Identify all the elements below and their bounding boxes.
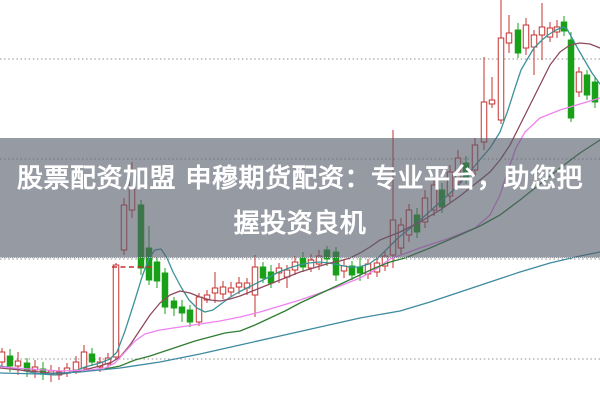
candle-body	[480, 101, 488, 143]
candle-body	[88, 353, 96, 363]
candle-body	[211, 287, 219, 294]
candle-body	[497, 37, 505, 121]
candle-body	[591, 81, 599, 103]
candle-body	[14, 360, 22, 367]
candle-body	[348, 265, 356, 276]
candle-body	[251, 266, 259, 296]
candle-body	[307, 259, 315, 269]
candle-body	[522, 24, 530, 49]
candle-body	[530, 34, 538, 48]
candle-body	[161, 272, 169, 308]
candle-body	[112, 264, 120, 358]
candle-body	[538, 26, 546, 36]
candle-body	[227, 287, 235, 293]
candle-body	[72, 361, 80, 371]
candle-body	[575, 71, 583, 93]
candle-body	[80, 351, 88, 369]
candle-body	[186, 309, 194, 323]
candle-body	[39, 368, 47, 374]
candle-body	[23, 362, 31, 372]
candle-body	[567, 39, 575, 119]
candle-body	[170, 300, 178, 309]
caption-line-2: 握投资良机	[233, 208, 367, 239]
caption-line-1: 股票配资加盟 申穆期货配资：专业平台，助您把	[16, 163, 584, 194]
candle-body	[259, 266, 267, 279]
candle-body	[514, 29, 522, 54]
ma-line-ma5	[0, 26, 600, 376]
candle-body	[488, 99, 496, 105]
candle-body	[356, 266, 364, 274]
candle-body	[235, 282, 243, 288]
candle-body	[153, 261, 161, 282]
caption-overlay-band: 股票配资加盟 申穆期货配资：专业平台，助您把 握投资良机	[0, 138, 600, 258]
ma-line-ma10	[0, 42, 600, 375]
candle-body	[203, 294, 211, 301]
candle-body	[560, 21, 568, 32]
candle-body	[178, 306, 186, 314]
candle-body	[6, 355, 14, 367]
candle-body	[299, 257, 307, 268]
candle-body	[0, 351, 6, 363]
candle-body	[219, 286, 227, 295]
ma-line-ma60	[0, 251, 600, 375]
candle-body	[583, 74, 591, 96]
candle-body	[505, 32, 513, 44]
